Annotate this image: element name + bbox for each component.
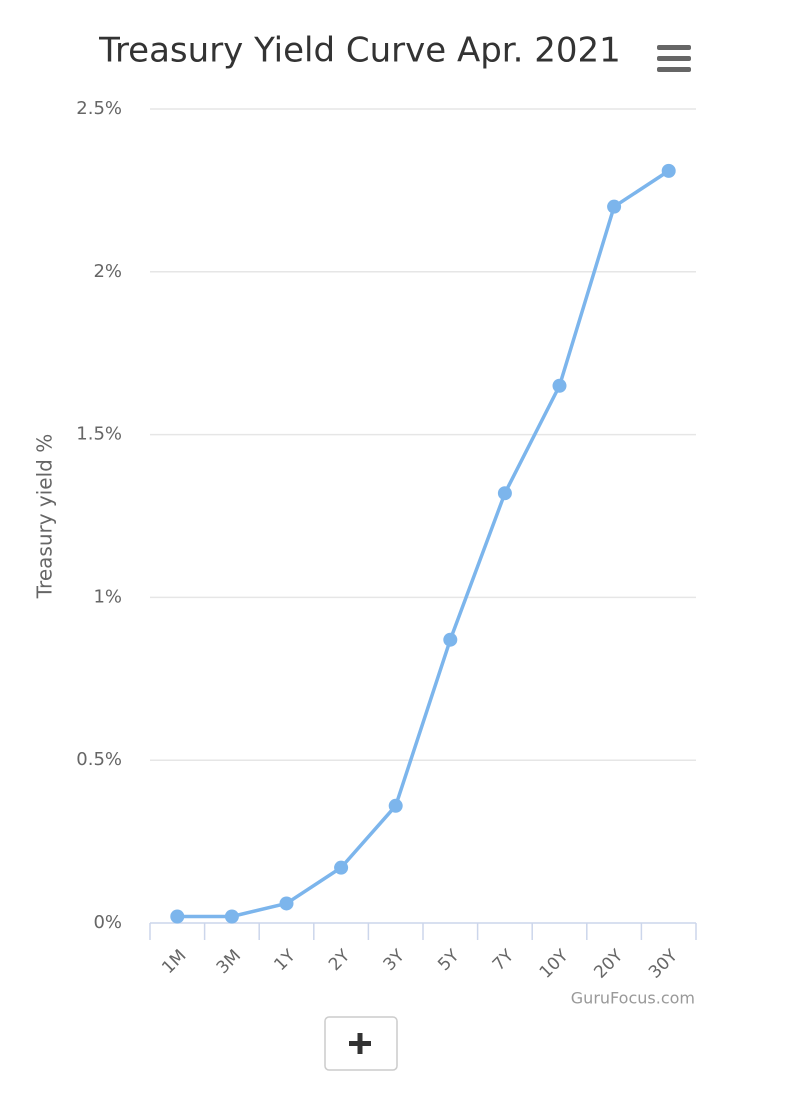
x-tick-label: 2Y — [325, 945, 355, 975]
chart-title: Treasury Yield Curve Apr. 2021 — [98, 31, 621, 71]
data-point — [443, 632, 458, 647]
data-point — [497, 486, 512, 501]
y-axis-title: Treasury yield % — [33, 434, 57, 599]
credits[interactable]: GuruFocus.com — [571, 989, 695, 1008]
data-point — [661, 163, 676, 178]
data-point — [279, 896, 294, 911]
x-tick-label: 10Y — [536, 946, 573, 983]
data-point — [607, 199, 622, 214]
menu-icon[interactable] — [657, 45, 691, 72]
series-line — [177, 169, 670, 919]
y-tick-label: 1% — [93, 586, 122, 607]
x-tick-label: 5Y — [434, 945, 464, 975]
x-tick-label: 1Y — [270, 945, 300, 975]
data-point — [334, 860, 349, 875]
menu-bar — [657, 56, 691, 61]
y-tick-label: 2% — [93, 261, 122, 282]
data-point — [552, 378, 567, 393]
y-tick-label: 0.5% — [76, 749, 122, 770]
x-tick-label: 3M — [213, 946, 245, 978]
x-tick-label: 20Y — [590, 946, 627, 983]
y-tick-label: 1.5% — [76, 424, 122, 445]
plus-v — [357, 1033, 363, 1054]
x-tick-label: 30Y — [645, 946, 682, 983]
y-tick-label: 0% — [93, 912, 122, 933]
menu-bar — [657, 67, 691, 72]
x-tick-label: 7Y — [489, 945, 519, 975]
menu-bar — [657, 45, 691, 50]
zoom-button[interactable] — [324, 1016, 398, 1071]
x-tick-label: 3Y — [380, 945, 410, 975]
data-point — [224, 909, 239, 924]
y-tick-label: 2.5% — [76, 98, 122, 119]
data-point — [388, 798, 403, 813]
x-tick-label: 1M — [158, 946, 190, 978]
data-point — [170, 909, 185, 924]
